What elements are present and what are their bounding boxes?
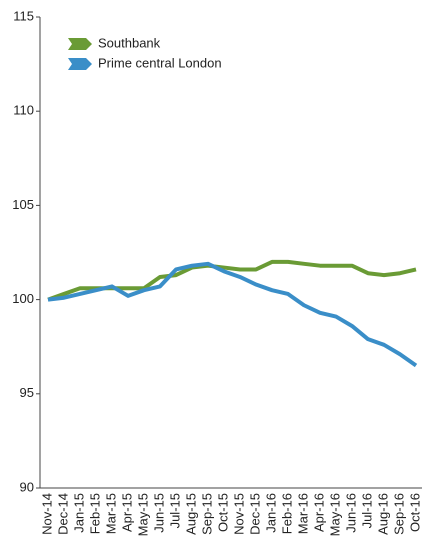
legend-label: Southbank xyxy=(98,35,161,50)
y-tick-label: 115 xyxy=(13,8,34,23)
x-tick-label: Jul-15 xyxy=(167,493,182,528)
y-tick-label: 90 xyxy=(20,479,34,494)
x-tick-label: Oct-16 xyxy=(407,493,422,532)
y-tick-label: 95 xyxy=(20,385,34,400)
y-tick-label: 100 xyxy=(12,291,34,306)
x-tick-label: Jan-15 xyxy=(71,493,86,533)
series-line xyxy=(47,261,418,368)
x-tick-label: Nov-14 xyxy=(39,493,54,535)
x-tick-label: Apr-16 xyxy=(311,493,326,532)
x-tick-label: Jan-16 xyxy=(263,493,278,533)
legend-label: Prime central London xyxy=(98,55,222,70)
x-tick-label: Feb-15 xyxy=(87,493,102,534)
y-tick-label: 110 xyxy=(13,103,34,118)
legend-swatch xyxy=(68,58,92,70)
legend-swatch xyxy=(68,38,92,50)
x-tick-label: Sep-16 xyxy=(391,493,406,535)
x-tick-label: May-15 xyxy=(135,493,150,536)
x-tick-label: Aug-16 xyxy=(375,493,390,535)
x-tick-label: Jul-16 xyxy=(359,493,374,528)
x-tick-label: Mar-15 xyxy=(103,493,118,534)
x-tick-label: Dec-15 xyxy=(247,493,262,535)
x-tick-label: Oct-15 xyxy=(215,493,230,532)
x-tick-label: Feb-16 xyxy=(279,493,294,534)
x-tick-label: Mar-16 xyxy=(295,493,310,534)
x-tick-label: Sep-15 xyxy=(199,493,214,535)
x-tick-label: May-16 xyxy=(327,493,342,536)
series-line xyxy=(47,259,417,302)
x-tick-label: Aug-15 xyxy=(183,493,198,535)
y-tick-label: 105 xyxy=(12,197,34,212)
x-tick-label: Dec-14 xyxy=(55,493,70,535)
x-tick-label: Jun-16 xyxy=(343,493,358,533)
x-tick-label: Jun-15 xyxy=(151,493,166,533)
x-tick-label: Apr-15 xyxy=(119,493,134,532)
x-tick-label: Nov-15 xyxy=(231,493,246,535)
